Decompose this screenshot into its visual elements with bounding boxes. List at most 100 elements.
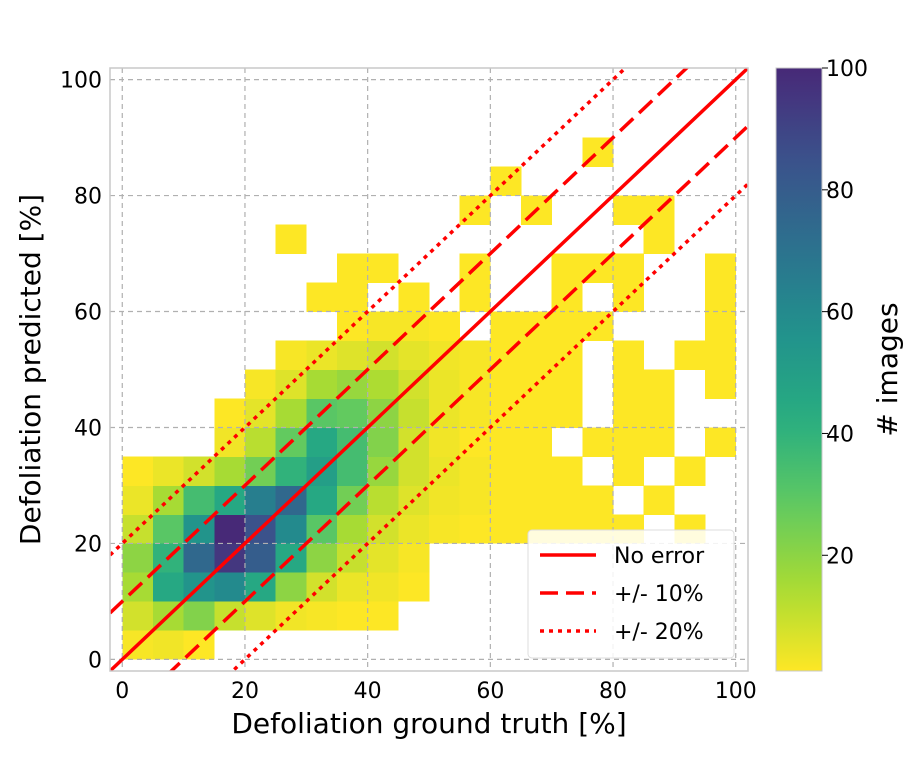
heatmap-cell — [705, 282, 737, 312]
heatmap-cell — [398, 572, 430, 602]
heatmap-cell — [398, 398, 430, 428]
x-tick-label: 40 — [354, 679, 382, 704]
heatmap-cell — [275, 572, 307, 602]
heatmap-cell — [429, 369, 460, 399]
heatmap-cell — [152, 456, 184, 486]
heatmap-cell — [429, 311, 460, 341]
heatmap-cell — [214, 398, 246, 428]
heatmap-cell — [367, 369, 399, 399]
heatmap-cell — [643, 427, 675, 457]
x-tick-label: 20 — [231, 679, 259, 704]
heatmap-cell — [398, 543, 430, 573]
heatmap-cell — [398, 282, 430, 312]
heatmap-cell — [306, 427, 338, 457]
heatmap-cell — [582, 427, 614, 457]
y-tick-label: 100 — [60, 69, 102, 94]
heatmap-cell — [613, 340, 645, 370]
heatmap-cell — [521, 340, 552, 370]
heatmap-cell — [275, 514, 307, 544]
heatmap-cell — [306, 601, 338, 631]
y-tick-label: 80 — [74, 185, 102, 210]
heatmap-cell — [459, 514, 491, 544]
heatmap-cell — [459, 485, 491, 515]
heatmap-cell — [275, 398, 307, 428]
heatmap-cell — [244, 427, 276, 457]
colorbar-gradient — [775, 67, 823, 672]
heatmap-cell — [459, 340, 491, 370]
heatmap-cell — [336, 601, 368, 631]
heatmap-cell — [490, 456, 522, 486]
heatmap-cell — [643, 485, 675, 515]
heatmap-cell — [244, 543, 276, 573]
y-tick-label: 0 — [88, 648, 102, 673]
line-solid — [110, 68, 748, 671]
legend: No error +/- 10% +/- 20% — [527, 529, 735, 659]
x-tick-label: 60 — [476, 679, 504, 704]
heatmap-cell — [214, 514, 246, 544]
heatmap-cell — [705, 369, 737, 399]
y-tick-label: 60 — [74, 301, 102, 326]
heatmap-cell — [521, 456, 552, 486]
legend-label: No error — [614, 544, 705, 569]
heatmap-cell — [367, 572, 399, 602]
heatmap-cell — [275, 340, 307, 370]
heatmap-cell — [306, 282, 338, 312]
legend-label: +/- 20% — [614, 620, 704, 645]
heatmap-cell — [643, 369, 675, 399]
x-axis-label: Defoliation ground truth [%] — [231, 707, 626, 740]
heatmap-cell — [122, 543, 154, 573]
heatmap-cell — [613, 398, 645, 428]
heatmap-cell — [674, 340, 706, 370]
colorbar: 20 40 60 80 100 # images — [775, 57, 904, 672]
heatmap-cell — [521, 485, 552, 515]
heatmap-cell — [705, 340, 737, 370]
y-tick-label: 40 — [74, 416, 102, 441]
heatmap-cell — [244, 485, 276, 515]
heatmap-cell — [367, 485, 399, 515]
heatmap-cell — [459, 398, 491, 428]
heatmap-cell — [551, 398, 583, 428]
heatmap-cell — [705, 253, 737, 283]
heatmap-cell — [183, 543, 215, 573]
heatmap-cell — [429, 485, 460, 515]
heatmap-cell — [705, 311, 737, 341]
heatmap-cell — [183, 485, 215, 515]
heatmap-cell — [521, 427, 552, 457]
heatmap-cell — [152, 630, 184, 660]
heatmap-cell — [429, 427, 460, 457]
heatmap-cell — [275, 224, 307, 254]
colorbar-tick-label: 80 — [826, 179, 854, 204]
heatmap-cell — [613, 456, 645, 486]
x-tick-label: 80 — [599, 679, 627, 704]
heatmap-cell — [336, 514, 368, 544]
x-tick-label: 100 — [715, 679, 757, 704]
colorbar-tick-label: 20 — [826, 544, 854, 569]
colorbar-tick-label: 60 — [826, 301, 854, 326]
heatmap-cell — [429, 514, 460, 544]
heatmap-cell — [613, 195, 645, 225]
colorbar-tick-label: 100 — [826, 57, 868, 82]
legend-box — [527, 529, 735, 659]
heatmap-cell — [398, 340, 430, 370]
heatmap-cell — [122, 601, 154, 631]
colorbar-label: # images — [871, 302, 904, 436]
heatmap-cell — [521, 398, 552, 428]
plot-frame — [109, 67, 749, 672]
heatmap-cell — [490, 311, 522, 341]
heatmap-cell — [367, 601, 399, 631]
heatmap-cell — [490, 427, 522, 457]
heatmap-cell — [551, 369, 583, 399]
heatmap-cell — [367, 253, 399, 283]
heatmap-cell — [705, 427, 737, 457]
line-dotted — [230, 182, 748, 671]
heatmap-cell — [244, 369, 276, 399]
heatmap-cell — [643, 398, 675, 428]
heatmap-cell — [336, 282, 368, 312]
heatmap-cell — [551, 485, 583, 515]
heatmap-cell — [613, 369, 645, 399]
heatmap-cell — [214, 572, 246, 602]
heatmap-cell — [367, 427, 399, 457]
heatmap-cell — [551, 311, 583, 341]
heatmap-cell — [398, 456, 430, 486]
